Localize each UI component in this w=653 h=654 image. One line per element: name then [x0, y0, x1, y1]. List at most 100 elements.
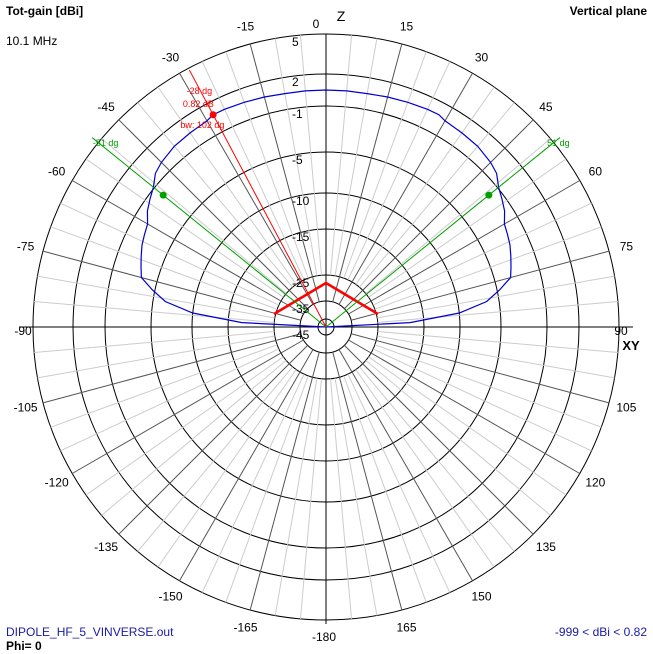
- grid-spoke: [42, 333, 302, 404]
- grid-fine-spoke: [377, 300, 618, 323]
- grid-fine-spoke: [355, 86, 495, 285]
- z-axis-label: Z: [337, 8, 346, 24]
- grid-fine-spoke: [372, 348, 592, 452]
- angle-tick-label: -90: [14, 324, 32, 338]
- polar-grid: [19, 33, 633, 624]
- grid-fine-spoke: [374, 226, 602, 310]
- grid-spoke: [179, 73, 314, 305]
- peak-angle-label: -28 dg: [187, 86, 213, 96]
- grid-fine-spoke: [347, 373, 451, 593]
- grid-fine-spoke: [299, 35, 322, 276]
- grid-fine-spoke: [374, 344, 602, 428]
- radial-tick-label: -25: [292, 276, 310, 290]
- pattern-markers: -51 dg 51 dg -28 dg 0.82 dB bw: 102 dg: [91, 69, 570, 328]
- angle-tick-label: -60: [48, 165, 66, 179]
- grid-spoke: [344, 119, 534, 309]
- angle-tick-label: 60: [589, 165, 603, 179]
- grid-fine-spoke: [225, 375, 309, 603]
- axis-labels: Z XY: [337, 8, 640, 353]
- beamwidth-point: [485, 191, 493, 199]
- grid-fine-spoke: [368, 356, 567, 496]
- grid-spoke: [338, 349, 473, 581]
- radial-tick-label: -10: [292, 194, 310, 208]
- grid-fine-spoke: [343, 375, 427, 603]
- beamwidth-label: 51 dg: [547, 138, 570, 148]
- grid-fine-spoke: [34, 300, 275, 323]
- grid-spoke: [348, 180, 580, 315]
- grid-spoke: [332, 351, 403, 611]
- grid-fine-spoke: [50, 226, 278, 310]
- filename-label: DIPOLE_HF_5_VINVERSE.out: [6, 625, 174, 639]
- radial-tick-label: 2: [292, 75, 299, 89]
- grid-spoke: [344, 345, 534, 535]
- antenna-shape: [273, 281, 379, 316]
- angle-tick-label: 165: [396, 620, 416, 634]
- grid-fine-spoke: [85, 356, 284, 496]
- grid-spoke: [42, 250, 302, 321]
- grid-fine-spoke: [157, 86, 297, 285]
- beamwidth-label: -51 dg: [93, 138, 119, 148]
- angle-tick-labels: 0 153045607590105120135150165-180-165-150…: [14, 17, 637, 644]
- grid-spoke: [249, 43, 320, 303]
- grid-fine-spoke: [137, 102, 293, 288]
- radial-tick-labels: 5 2 -1 -5 -10 -15 -25 -35 -45: [292, 35, 310, 342]
- angle-tick-label: -75: [17, 240, 35, 254]
- range-label: -999 < dBi < 0.82: [554, 625, 647, 639]
- grid-fine-spoke: [50, 344, 278, 428]
- angle-tick-label: -135: [94, 540, 118, 554]
- grid-fine-spoke: [299, 378, 322, 619]
- grid-fine-spoke: [365, 138, 551, 294]
- grid-fine-spoke: [359, 102, 515, 288]
- grid-fine-spoke: [274, 378, 318, 616]
- grid-fine-spoke: [377, 331, 618, 354]
- beamwidth-line: [325, 137, 561, 328]
- grid-fine-spoke: [201, 61, 305, 281]
- grid-fine-spoke: [368, 158, 567, 298]
- grid-fine-spoke: [201, 373, 305, 593]
- grid-spoke: [72, 180, 304, 315]
- angle-tick-label: -30: [162, 51, 180, 65]
- grid-spoke: [118, 345, 308, 535]
- angle-tick-label: -180: [312, 630, 336, 644]
- grid-fine-spoke: [225, 51, 309, 279]
- grid-spoke: [332, 43, 403, 303]
- peak-bw-label: bw: 102 dg: [180, 120, 224, 130]
- radial-tick-label: -45: [292, 328, 310, 342]
- grid-fine-spoke: [37, 275, 275, 319]
- gain-pattern-line: [140, 89, 512, 328]
- grid-fine-spoke: [372, 202, 592, 306]
- radial-tick-label: 5: [292, 35, 299, 49]
- radial-tick-label: -5: [292, 153, 303, 167]
- grid-spoke: [118, 119, 308, 309]
- grid-fine-spoke: [359, 366, 515, 552]
- radial-tick-label: -15: [292, 230, 310, 244]
- grid-fine-spoke: [330, 35, 353, 276]
- grid-fine-spoke: [355, 369, 495, 568]
- xy-axis-label: XY: [622, 338, 640, 353]
- grid-fine-spoke: [137, 366, 293, 552]
- frequency-label: 10.1 MHz: [6, 34, 58, 48]
- angle-tick-label: 45: [539, 100, 553, 114]
- grid-spoke: [350, 333, 610, 404]
- angle-tick-label: 75: [620, 240, 634, 254]
- beamwidth-point: [159, 191, 167, 199]
- grid-spoke: [72, 339, 304, 474]
- grid-fine-spoke: [85, 158, 284, 298]
- angle-tick-label: 15: [400, 20, 414, 34]
- radial-tick-label: -35: [292, 302, 310, 316]
- angle-tick-label: 90: [614, 324, 628, 338]
- grid-spoke: [350, 250, 610, 321]
- grid-fine-spoke: [377, 275, 615, 319]
- angle-tick-label: -105: [14, 400, 38, 414]
- angle-tick-label: 135: [536, 540, 556, 554]
- peak-point: [209, 111, 217, 119]
- grid-fine-spoke: [37, 335, 275, 379]
- grid-fine-spoke: [60, 348, 280, 452]
- angle-tick-label: 120: [585, 476, 605, 490]
- angle-tick-label: -15: [237, 20, 255, 34]
- grid-fine-spoke: [101, 360, 287, 516]
- angle-tick-label: 30: [475, 51, 489, 65]
- grid-spoke: [348, 339, 580, 474]
- radial-tick-label: -1: [292, 107, 303, 121]
